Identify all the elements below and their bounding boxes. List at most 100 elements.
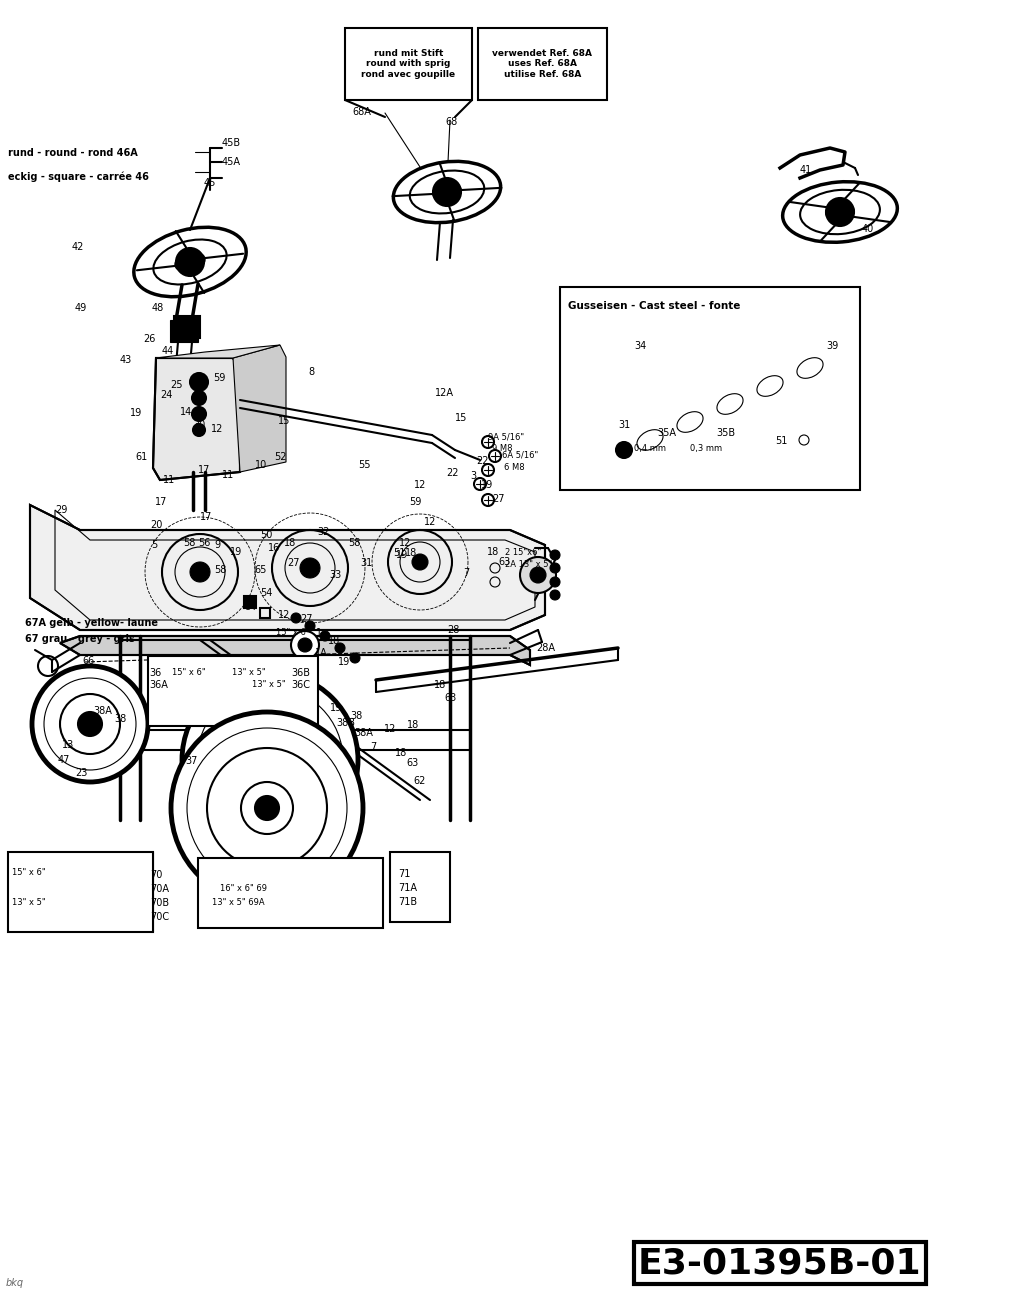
Bar [174,316,200,338]
Ellipse shape [826,204,853,219]
Text: bkq: bkq [6,1278,24,1288]
Circle shape [616,442,632,458]
Text: 67 grau - grey - gris: 67 grau - grey - gris [25,634,135,644]
Text: 41: 41 [800,165,812,176]
Ellipse shape [175,253,204,271]
Text: 19: 19 [481,480,493,491]
Text: 29: 29 [55,505,67,515]
Text: 54: 54 [260,587,272,598]
Text: 2A 13" x 5": 2A 13" x 5" [505,560,552,569]
Text: 18: 18 [407,720,419,729]
Text: 9: 9 [214,540,220,550]
Text: Gusseisen - Cast steel - fonte: Gusseisen - Cast steel - fonte [568,301,740,311]
Circle shape [176,248,204,276]
Text: rund mit Stift
round with sprig
rond avec goupille: rund mit Stift round with sprig rond ave… [361,49,455,79]
Text: 4: 4 [192,390,198,400]
Text: 10: 10 [255,460,267,470]
Text: 38B: 38B [78,720,97,729]
Polygon shape [233,345,286,473]
Text: 22: 22 [446,469,458,478]
Text: 19: 19 [130,408,142,418]
Text: 56: 56 [198,538,211,547]
Text: 31: 31 [360,558,373,568]
Text: 6A 5/16": 6A 5/16" [502,451,539,460]
Text: 35A: 35A [657,429,676,438]
Text: 52: 52 [275,452,287,462]
Text: 39: 39 [826,341,838,351]
Text: 18: 18 [405,547,417,558]
Text: 34: 34 [634,341,646,351]
Text: 36: 36 [149,667,161,678]
Circle shape [256,746,284,775]
Text: 70C: 70C [150,911,169,922]
Circle shape [171,713,363,904]
Text: 38A: 38A [354,728,373,738]
Text: 27: 27 [287,558,299,568]
Text: 13: 13 [62,740,74,750]
Text: 61: 61 [135,452,148,462]
Polygon shape [580,355,850,478]
Circle shape [320,631,330,642]
Text: 62: 62 [413,776,425,786]
Text: 13" x 5": 13" x 5" [232,667,265,676]
Circle shape [190,373,208,391]
Text: 37: 37 [185,757,197,766]
Text: 45A: 45A [222,158,241,167]
Text: 30: 30 [193,420,205,430]
Text: 58: 58 [348,538,360,547]
Text: 2 15"x6": 2 15"x6" [505,547,541,556]
Text: 35B: 35B [716,429,735,438]
Text: 18: 18 [487,547,499,556]
Text: 23: 23 [75,768,88,778]
Text: 36C: 36C [291,680,310,689]
Text: 68A: 68A [352,107,370,117]
Polygon shape [668,448,708,466]
Text: 1A: 1A [315,648,328,658]
Text: 40: 40 [862,225,874,234]
Text: 0,3 mm: 0,3 mm [690,444,722,453]
Text: 31: 31 [618,420,631,430]
Circle shape [520,556,556,593]
Bar [345,28,472,99]
Text: 27: 27 [300,615,313,624]
Ellipse shape [797,358,824,378]
Text: 67A gelb - yellow- laune: 67A gelb - yellow- laune [25,618,158,627]
Circle shape [826,198,854,226]
Bar [260,608,270,618]
Circle shape [433,178,461,207]
Text: 18: 18 [434,680,446,689]
Text: 70B: 70B [150,899,169,908]
Circle shape [799,435,809,445]
Text: 3: 3 [470,471,476,482]
Text: 20: 20 [150,520,162,531]
Text: 38B: 38B [336,718,355,728]
Circle shape [78,713,102,736]
Text: 38: 38 [114,714,126,724]
Text: 14: 14 [180,407,192,417]
Text: 15: 15 [455,413,467,423]
Text: 42: 42 [72,241,85,252]
Bar [244,596,256,608]
Text: 59: 59 [213,373,225,383]
Text: 66: 66 [82,656,94,666]
Text: 27: 27 [492,494,505,503]
Text: 16" x 6" 69: 16" x 6" 69 [220,884,267,893]
Polygon shape [156,345,280,358]
Text: 19: 19 [230,547,243,556]
Text: 1: 1 [316,627,322,638]
Circle shape [192,407,206,421]
Text: 17: 17 [198,465,211,475]
Polygon shape [630,448,668,466]
Text: 28: 28 [447,625,459,635]
Text: 28A: 28A [536,643,555,653]
Circle shape [298,638,312,652]
Text: 36A: 36A [149,680,168,689]
Text: 51: 51 [393,547,406,558]
Text: 11: 11 [222,470,234,480]
Text: 19: 19 [396,550,409,560]
Text: 12A: 12A [436,389,454,398]
Text: 0,4 mm: 0,4 mm [634,444,666,453]
Text: 45: 45 [204,178,217,188]
Text: 16: 16 [268,544,281,553]
Text: 36B: 36B [291,667,310,678]
